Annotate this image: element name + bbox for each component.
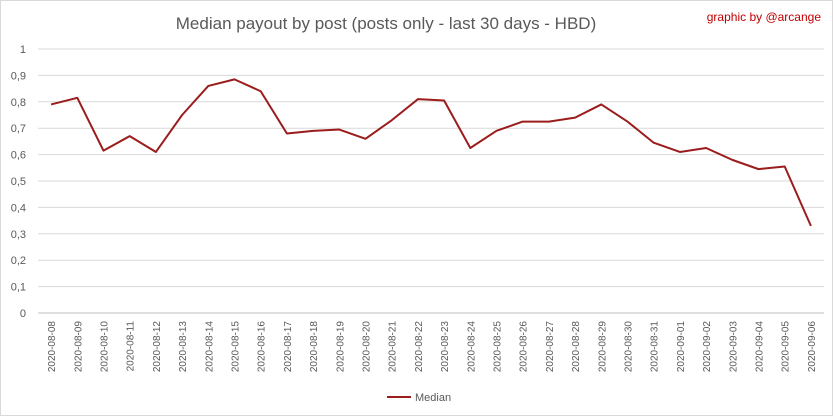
x-tick-label: 2020-09-03 [728, 321, 739, 373]
x-tick-label: 2020-08-30 [624, 321, 635, 373]
y-tick-label: 0,2 [11, 255, 26, 267]
x-tick-label: 2020-08-12 [152, 321, 163, 373]
x-tick-label: 2020-08-29 [597, 321, 608, 373]
x-tick-label: 2020-08-20 [362, 321, 373, 373]
y-tick-label: 0,7 [11, 123, 26, 135]
y-axis-ticks: 0 0,1 0,2 0,3 0,4 0,5 0,6 0,7 0,8 0,9 1 [11, 44, 26, 320]
x-tick-label: 2020-08-08 [47, 321, 58, 373]
gridlines [38, 48, 824, 314]
x-tick-label: 2020-08-23 [440, 321, 451, 373]
x-tick-label: 2020-08-22 [414, 321, 425, 373]
y-tick-label: 0,3 [11, 229, 26, 241]
x-tick-label: 2020-09-04 [755, 321, 766, 373]
x-tick-label: 2020-08-26 [519, 321, 530, 373]
x-tick-label: 2020-08-17 [283, 321, 294, 373]
x-tick-label: 2020-08-18 [309, 321, 320, 373]
x-tick-label: 2020-08-28 [571, 321, 582, 373]
x-tick-label: 2020-08-31 [650, 321, 661, 373]
y-tick-label: 0,4 [11, 202, 26, 214]
x-tick-label: 2020-08-21 [388, 321, 399, 373]
x-tick-label: 2020-08-27 [545, 321, 556, 373]
x-tick-label: 2020-08-14 [204, 321, 215, 373]
y-tick-label: 0,9 [11, 70, 26, 82]
y-tick-label: 0,8 [11, 97, 26, 109]
y-tick-label: 1 [20, 44, 26, 56]
x-tick-label: 2020-08-25 [493, 321, 504, 373]
x-axis-ticks: 2020-08-08 2020-08-09 2020-08-10 2020-08-11… [47, 321, 818, 373]
x-tick-label: 2020-08-16 [257, 321, 268, 373]
legend-label-median: Median [415, 392, 451, 404]
x-tick-label: 2020-08-19 [335, 321, 346, 373]
series-line-median [50, 78, 812, 227]
x-tick-label: 2020-09-01 [676, 321, 687, 373]
x-tick-label: 2020-09-06 [807, 321, 818, 373]
x-tick-label: 2020-08-24 [466, 321, 477, 373]
y-tick-label: 0 [20, 308, 26, 320]
x-tick-label: 2020-08-09 [73, 321, 84, 373]
chart-title: Median payout by post (posts only - last… [176, 14, 596, 33]
x-tick-label: 2020-09-02 [702, 321, 713, 373]
series-lines [50, 78, 812, 227]
x-tick-label: 2020-08-10 [100, 321, 111, 373]
legend: Median [387, 392, 451, 404]
chart-credit: graphic by @arcange [707, 10, 822, 24]
y-tick-label: 0,6 [11, 150, 26, 162]
x-tick-label: 2020-08-11 [126, 321, 137, 372]
x-tick-label: 2020-09-05 [781, 321, 792, 373]
y-tick-label: 0,1 [11, 282, 26, 294]
y-tick-label: 0,5 [11, 176, 26, 188]
x-tick-label: 2020-08-15 [231, 321, 242, 373]
x-tick-label: 2020-08-13 [178, 321, 189, 373]
